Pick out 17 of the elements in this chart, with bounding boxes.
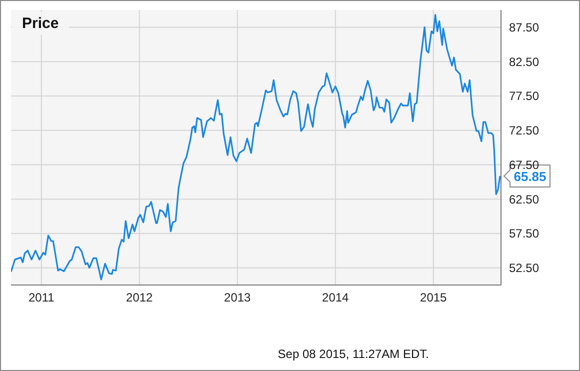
annotation: 65.85 xyxy=(514,169,546,184)
chart-title: Price xyxy=(12,12,69,35)
y-tick-label: 52.50 xyxy=(509,261,540,276)
y-tick-label: 72.50 xyxy=(509,124,540,138)
y-tick-label: 67.50 xyxy=(509,158,540,172)
x-tick-label: 2011 xyxy=(28,290,55,305)
line-series xyxy=(11,14,501,280)
y-tick-label: 62.50 xyxy=(509,192,540,206)
x-tick-label: 2014 xyxy=(322,290,350,305)
y-tick-label: 77.50 xyxy=(509,89,540,104)
x-tick-label: 2015 xyxy=(420,290,448,305)
y-tick-label: 87.50 xyxy=(509,20,540,34)
y-tick-label: 82.50 xyxy=(509,54,540,69)
x-tick-label: 2013 xyxy=(224,290,252,305)
y-tick-label: 57.50 xyxy=(509,226,540,241)
text: Sep 08 2015, 11:27AM EDT. xyxy=(278,347,429,361)
x-tick-label: 2012 xyxy=(126,290,154,305)
